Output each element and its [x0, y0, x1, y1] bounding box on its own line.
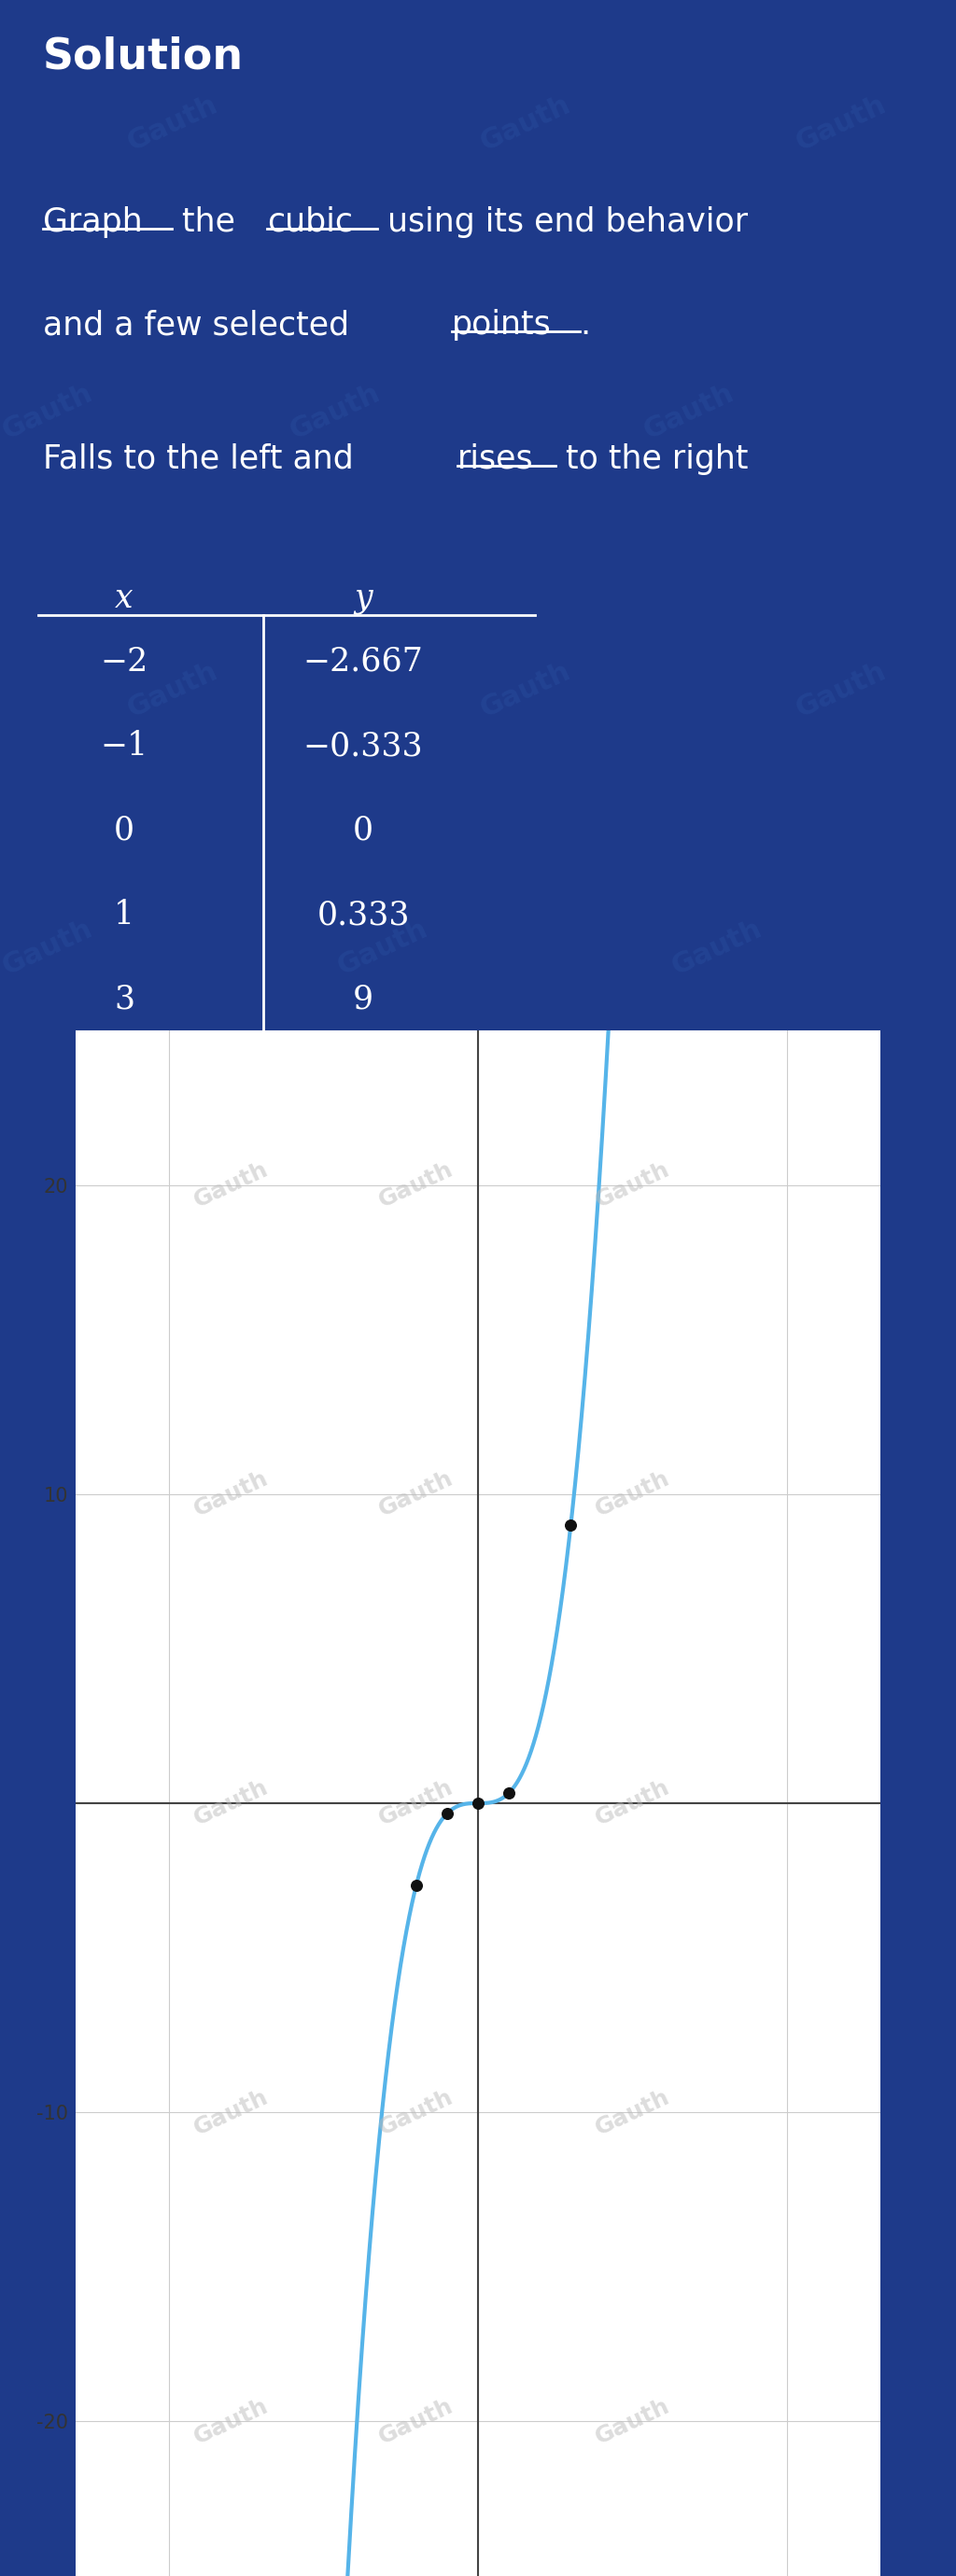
- Text: Gauth: Gauth: [592, 1468, 673, 1520]
- Text: y: y: [354, 582, 373, 613]
- Text: 0.333: 0.333: [316, 899, 410, 930]
- Text: Gauth: Gauth: [190, 1468, 272, 1520]
- Text: Gauth: Gauth: [333, 914, 432, 981]
- Text: Gauth: Gauth: [122, 657, 222, 724]
- Text: 9: 9: [353, 984, 374, 1015]
- Text: 0: 0: [114, 814, 135, 848]
- Text: 1: 1: [114, 899, 135, 930]
- Text: Gauth: Gauth: [285, 379, 384, 446]
- Text: Gauth: Gauth: [376, 2087, 457, 2138]
- Text: Gauth: Gauth: [476, 657, 576, 724]
- Point: [440, 1793, 455, 1834]
- Text: Gauth: Gauth: [792, 657, 891, 724]
- Point: [563, 1504, 578, 1546]
- Text: Gauth: Gauth: [792, 90, 891, 157]
- Text: using its end behavior: using its end behavior: [378, 206, 749, 237]
- Text: points: points: [451, 309, 552, 340]
- Text: Gauth: Gauth: [376, 1468, 457, 1520]
- Text: Gauth: Gauth: [639, 379, 738, 446]
- Text: Gauth: Gauth: [376, 1777, 457, 1829]
- Text: 0: 0: [353, 814, 374, 848]
- Text: −2: −2: [100, 647, 148, 677]
- Text: Gauth: Gauth: [0, 914, 98, 981]
- Text: to the right: to the right: [555, 443, 749, 474]
- Text: Solution: Solution: [43, 36, 244, 77]
- Text: .: .: [580, 309, 591, 340]
- Text: Gauth: Gauth: [190, 2396, 272, 2447]
- Text: Gauth: Gauth: [190, 1159, 272, 1211]
- Text: Gauth: Gauth: [592, 1159, 673, 1211]
- Point: [501, 1772, 516, 1814]
- Text: −2.667: −2.667: [303, 647, 424, 677]
- Text: Gauth: Gauth: [592, 1777, 673, 1829]
- Text: Gauth: Gauth: [376, 2396, 457, 2447]
- Text: −0.333: −0.333: [303, 729, 424, 762]
- Text: Gauth: Gauth: [667, 914, 767, 981]
- Text: and a few selected: and a few selected: [43, 309, 359, 340]
- Text: x: x: [115, 582, 134, 613]
- Text: 3: 3: [114, 984, 135, 1015]
- Text: Gauth: Gauth: [376, 1159, 457, 1211]
- Text: Graph: Graph: [43, 206, 142, 237]
- Text: rises: rises: [457, 443, 533, 474]
- Point: [470, 1783, 486, 1824]
- Text: Gauth: Gauth: [592, 2087, 673, 2138]
- Text: Gauth: Gauth: [190, 1777, 272, 1829]
- Text: Gauth: Gauth: [190, 2087, 272, 2138]
- Text: the: the: [172, 206, 246, 237]
- Text: Gauth: Gauth: [476, 90, 576, 157]
- Text: Gauth: Gauth: [122, 90, 222, 157]
- Text: Gauth: Gauth: [592, 2396, 673, 2447]
- Text: cubic: cubic: [267, 206, 353, 237]
- Text: −1: −1: [100, 729, 148, 762]
- Text: Gauth: Gauth: [0, 379, 98, 446]
- Text: Falls to the left and: Falls to the left and: [43, 443, 364, 474]
- Point: [408, 1865, 424, 1906]
